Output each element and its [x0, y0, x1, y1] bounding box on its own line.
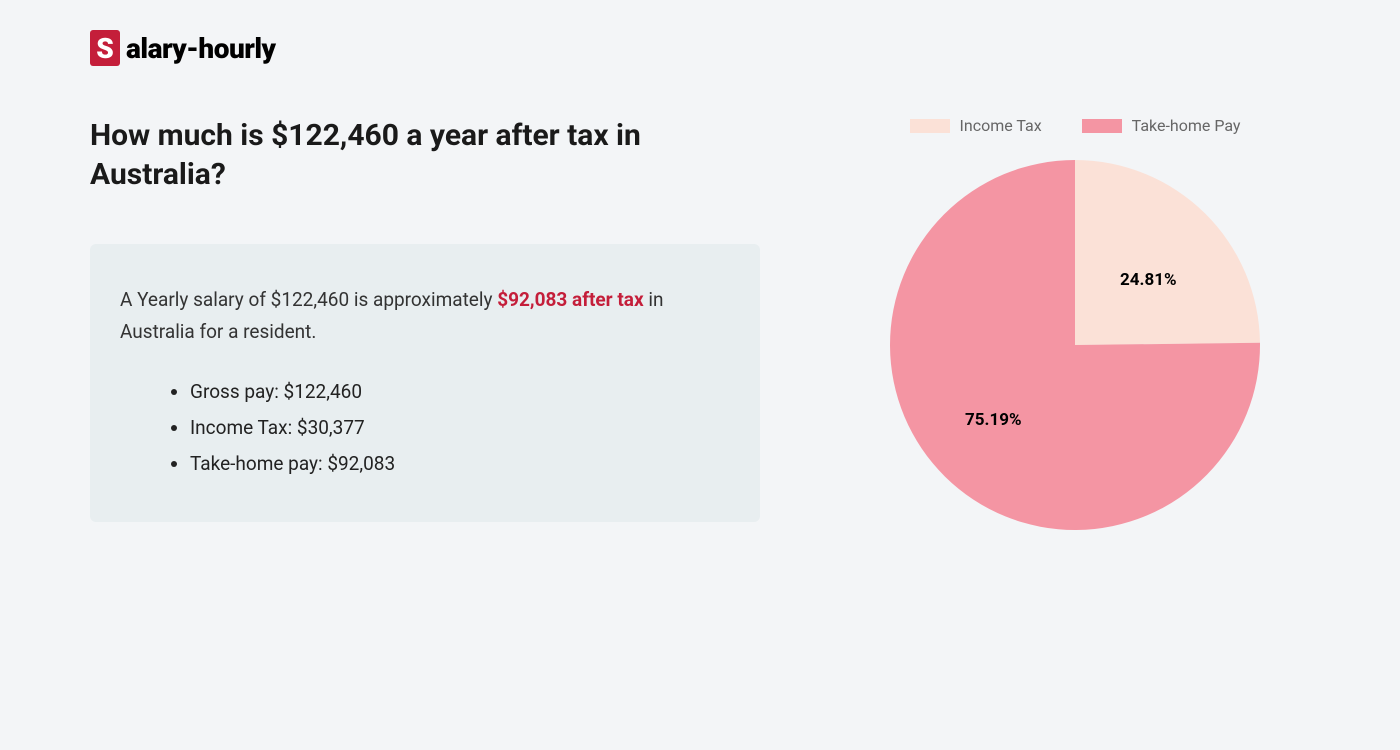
info-prefix: A Yearly salary of $122,460 is approxima… [120, 288, 497, 311]
left-column: How much is $122,460 a year after tax in… [90, 116, 760, 522]
chart-column: Income Tax Take-home Pay 24.81% 75.19% [840, 116, 1310, 530]
pie-slice-label: 24.81% [1120, 270, 1177, 290]
pie-svg [890, 160, 1260, 530]
list-item: Income Tax: $30,377 [190, 410, 730, 446]
legend-label: Income Tax [960, 116, 1042, 135]
legend-item: Take-home Pay [1082, 116, 1241, 135]
legend-swatch-income-tax [910, 119, 950, 133]
info-box: A Yearly salary of $122,460 is approxima… [90, 244, 760, 522]
list-item: Take-home pay: $92,083 [190, 446, 730, 482]
list-item: Gross pay: $122,460 [190, 374, 730, 410]
content-row: How much is $122,460 a year after tax in… [90, 116, 1310, 530]
logo-box: S [90, 30, 120, 66]
legend-label: Take-home Pay [1132, 116, 1241, 135]
logo: S alary-hourly [90, 30, 1310, 66]
info-highlight: $92,083 after tax [497, 288, 643, 311]
legend-item: Income Tax [910, 116, 1042, 135]
page-title: How much is $122,460 a year after tax in… [90, 116, 760, 194]
info-text: A Yearly salary of $122,460 is approxima… [120, 284, 730, 349]
bullet-list: Gross pay: $122,460 Income Tax: $30,377 … [120, 374, 730, 482]
legend-swatch-take-home [1082, 119, 1122, 133]
chart-legend: Income Tax Take-home Pay [840, 116, 1310, 135]
pie-chart: 24.81% 75.19% [890, 160, 1260, 530]
logo-text: alary-hourly [126, 32, 276, 65]
pie-slice-label: 75.19% [965, 410, 1022, 430]
